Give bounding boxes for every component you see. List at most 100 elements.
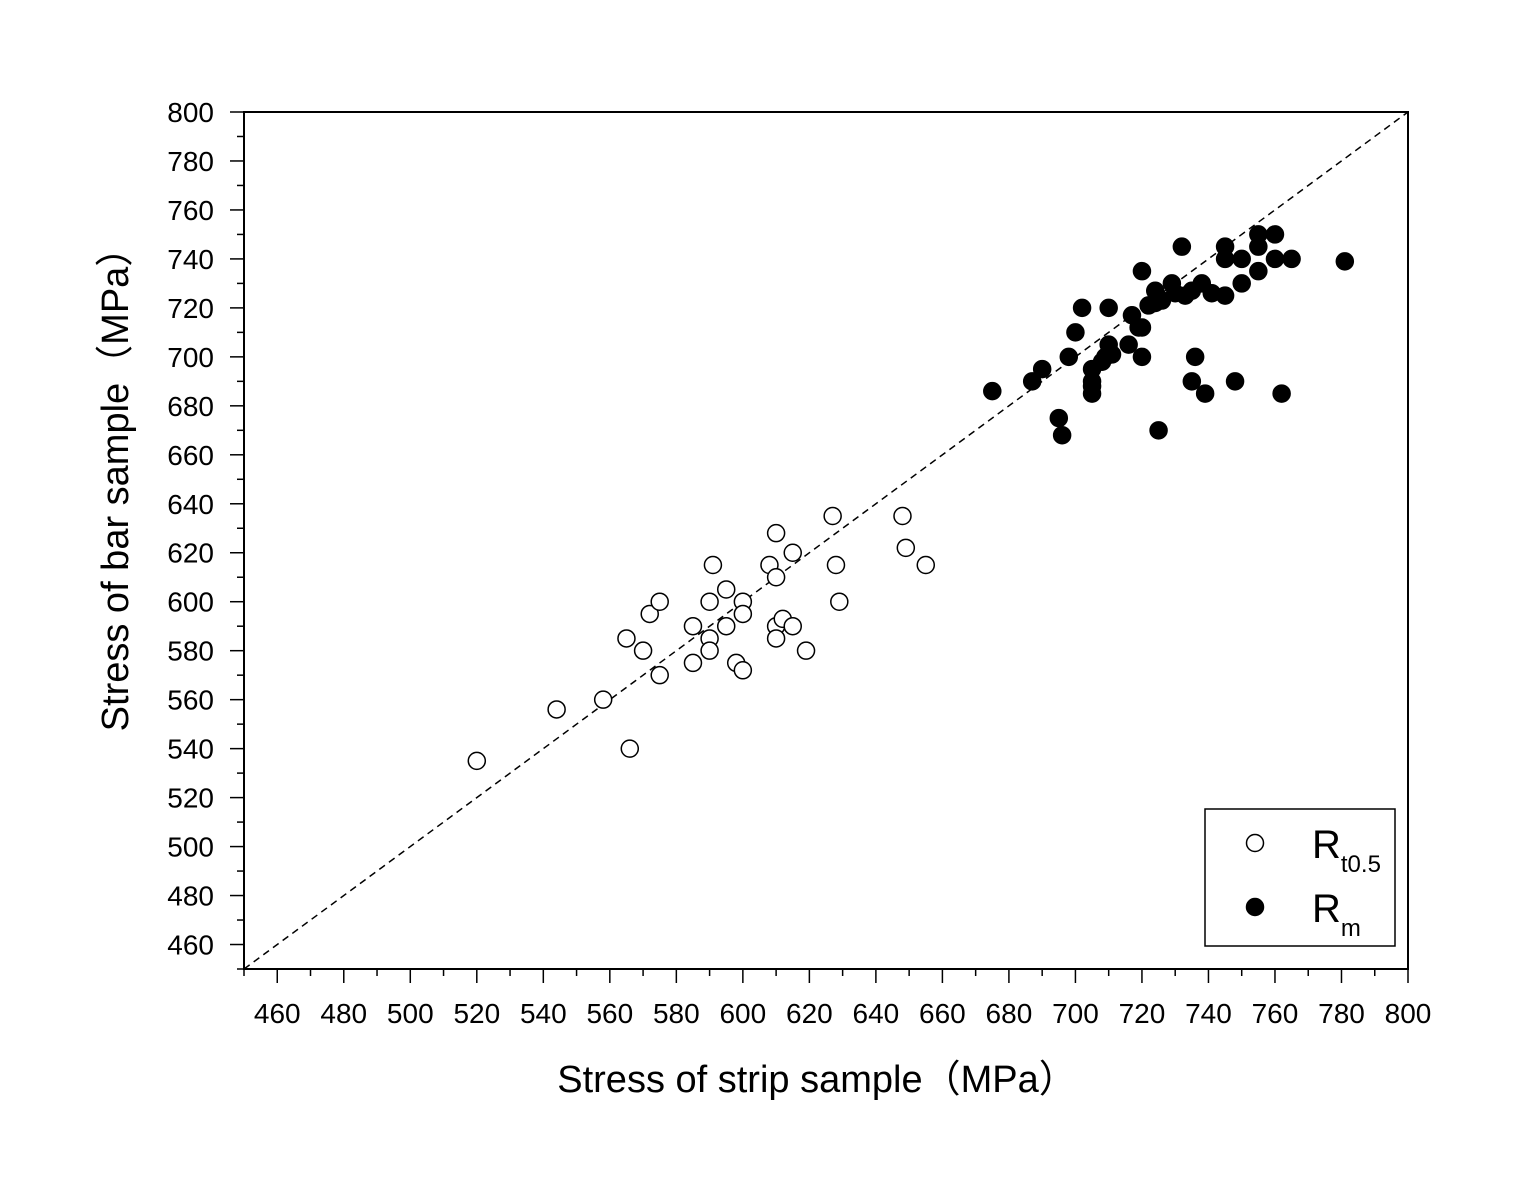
data-point-open	[593, 690, 613, 709]
data-point-filled	[1072, 298, 1092, 318]
data-point-open	[733, 604, 753, 624]
y-tick-label: 680	[167, 391, 214, 422]
y-tick-label: 500	[167, 832, 214, 863]
data-point-open	[783, 543, 802, 562]
data-point-open	[650, 665, 669, 685]
x-tick-label: 660	[919, 998, 966, 1029]
data-point-filled	[1052, 425, 1072, 445]
data-point-filled	[1249, 261, 1268, 281]
data-point-open	[796, 641, 816, 660]
data-point-open	[826, 555, 846, 575]
data-point-filled	[1022, 372, 1042, 391]
data-point-filled	[983, 381, 1002, 401]
data-point-filled	[1132, 261, 1152, 281]
legend-label-rt05-main: R	[1312, 823, 1341, 867]
data-point-filled	[1102, 345, 1122, 364]
legend-label-rm-main: R	[1312, 887, 1341, 931]
y-tick-label: 800	[167, 97, 214, 128]
x-tick-label: 800	[1385, 998, 1432, 1029]
legend-marker-filled-circle	[1245, 897, 1265, 917]
x-axis-title: Stress of strip sample（MPa）	[557, 1059, 1076, 1101]
data-point-filled	[1132, 318, 1152, 337]
data-point-filled	[1265, 225, 1285, 244]
data-point-filled	[1172, 237, 1192, 256]
data-point-open	[896, 538, 916, 558]
data-point-open	[467, 751, 487, 771]
data-point-open	[716, 580, 736, 599]
y-tick-labels: 460 480 500 520 540 560 580 600 620 640 660 680 700 7…	[167, 97, 214, 961]
data-point-open	[700, 641, 719, 660]
x-tick-label: 640	[853, 998, 900, 1029]
series-1	[983, 225, 1355, 445]
data-point-open	[893, 506, 912, 526]
data-point-open	[650, 592, 669, 611]
data-point-filled	[1149, 421, 1168, 440]
data-point-filled	[1182, 372, 1202, 391]
x-tick-label: 480	[320, 998, 367, 1029]
data-point-filled	[1132, 347, 1152, 367]
x-tick-label: 680	[986, 998, 1033, 1029]
x-tick-label: 700	[1052, 998, 1099, 1029]
legend-label-rm: Rm	[1312, 887, 1361, 942]
data-point-open	[617, 629, 636, 648]
data-point-open	[640, 604, 659, 624]
data-point-filled	[1032, 359, 1052, 379]
ticks-layer	[230, 111, 1409, 983]
y-tick-label: 700	[167, 342, 214, 373]
y-tick-label: 520	[167, 783, 214, 814]
y-tick-label: 780	[167, 146, 214, 177]
x-tick-label: 540	[520, 998, 567, 1029]
y-tick-label: 540	[167, 734, 214, 765]
y-tick-label: 620	[167, 538, 214, 569]
legend-label-rt05: Rt0.5	[1312, 823, 1381, 878]
data-point-open	[783, 616, 802, 636]
data-point-filled	[1082, 384, 1102, 403]
data-point-filled	[1232, 274, 1251, 293]
data-point-open	[700, 592, 719, 611]
data-point-filled	[1215, 286, 1235, 305]
data-point-open	[830, 592, 849, 611]
data-point-open	[683, 616, 703, 636]
data-point-open	[620, 739, 640, 758]
data-point-filled	[1195, 384, 1215, 403]
data-point-filled	[1066, 323, 1085, 342]
y-tick-label: 720	[167, 293, 214, 324]
x-tick-label: 460	[254, 998, 301, 1029]
data-point-filled	[1225, 372, 1245, 391]
data-point-open	[547, 700, 566, 719]
data-point-filled	[1282, 249, 1301, 269]
legend: Rt0.5 Rm	[1204, 808, 1396, 947]
plot-frame	[243, 111, 1409, 970]
x-tick-label: 720	[1119, 998, 1166, 1029]
y-tick-label: 640	[167, 489, 214, 520]
legend-label-rm-sub: m	[1341, 915, 1361, 942]
points-layer	[467, 225, 1355, 771]
data-point-filled	[1099, 298, 1118, 318]
data-point-filled	[1215, 249, 1235, 269]
legend-label-rt05-sub: t0.5	[1341, 851, 1381, 878]
data-point-open	[683, 653, 703, 673]
data-point-open	[823, 506, 842, 526]
data-point-filled	[1265, 249, 1285, 269]
data-point-open	[733, 661, 753, 680]
y-tick-label: 660	[167, 440, 214, 471]
data-point-open	[766, 629, 786, 648]
y-tick-label: 460	[167, 930, 214, 961]
y-tick-label: 480	[167, 881, 214, 912]
y-tick-label: 580	[167, 636, 214, 667]
data-point-open	[766, 523, 786, 543]
data-point-filled	[1185, 347, 1205, 367]
data-point-filled	[1249, 237, 1268, 256]
data-point-filled	[1119, 335, 1138, 354]
y-tick-label: 740	[167, 244, 214, 275]
y-tick-label: 600	[167, 587, 214, 618]
y-tick-label: 560	[167, 685, 214, 716]
y-axis-title: Stress of bar sample（MPa）	[95, 229, 137, 732]
data-point-open	[766, 567, 786, 587]
y-tick-label: 760	[167, 195, 214, 226]
x-tick-label: 560	[586, 998, 633, 1029]
data-point-open	[633, 641, 653, 660]
x-tick-label: 760	[1252, 998, 1299, 1029]
x-tick-labels: 460 480 500 520 540 560 580 600 620 640 660 680 700 7…	[254, 998, 1431, 1029]
